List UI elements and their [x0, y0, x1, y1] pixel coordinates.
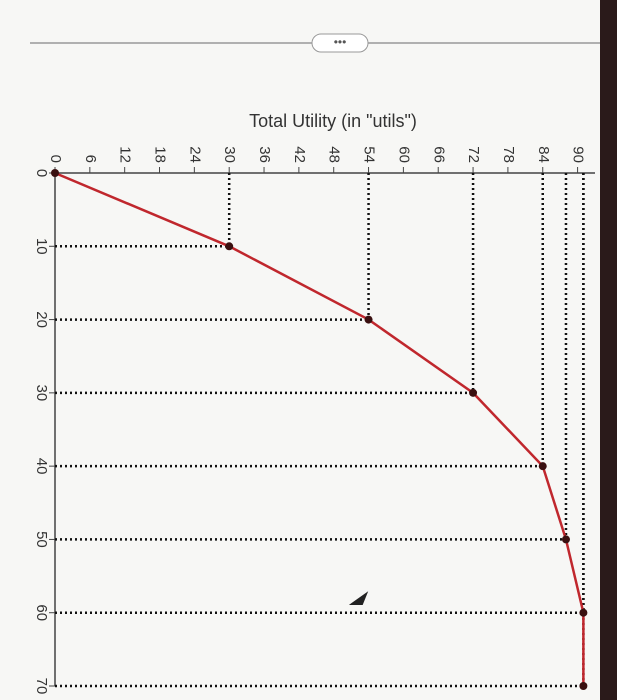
point — [469, 388, 478, 397]
x-tick-label: 60 — [33, 604, 50, 621]
y-tick-label: 12 — [117, 146, 134, 163]
x-tick-label: 30 — [33, 385, 50, 402]
y-tick-label: 48 — [326, 146, 343, 163]
more-dots[interactable]: ••• — [334, 35, 347, 49]
y-tick-label: 42 — [291, 146, 308, 163]
screen — [0, 0, 600, 700]
point — [51, 169, 59, 177]
y-tick-label: 54 — [361, 146, 378, 163]
y-tick-label: 66 — [430, 146, 447, 163]
x-tick-label: 20 — [33, 311, 50, 328]
x-tick-label: 50 — [33, 531, 50, 548]
y-tick-label: 90 — [570, 146, 587, 163]
x-tick-label: 0 — [33, 169, 50, 177]
y-tick-label: 30 — [221, 146, 238, 163]
y-tick-label: 36 — [256, 146, 273, 163]
y-tick-label: 78 — [500, 146, 517, 163]
x-tick-label: 70 — [33, 678, 50, 695]
chart-title: Total Utility (in "utils") — [249, 111, 417, 131]
y-tick-label: 6 — [82, 155, 99, 163]
point — [364, 315, 373, 324]
y-tick-label: 72 — [465, 146, 482, 163]
bezel — [600, 0, 617, 700]
cursor — [348, 591, 369, 605]
x-tick-label: 40 — [33, 458, 50, 475]
utility-curve — [54, 171, 585, 686]
x-tick-label: 10 — [33, 238, 50, 255]
more-button[interactable] — [311, 33, 369, 53]
y-tick-label: 60 — [395, 146, 412, 163]
point — [538, 462, 547, 471]
point — [579, 608, 588, 617]
y-tick-label: 0 — [47, 155, 64, 163]
y-tick-label: 84 — [535, 146, 552, 163]
point — [561, 535, 570, 544]
y-tick-label: 18 — [152, 146, 169, 163]
y-tick-label: 24 — [186, 146, 203, 163]
point — [225, 242, 234, 251]
point — [579, 682, 588, 690]
